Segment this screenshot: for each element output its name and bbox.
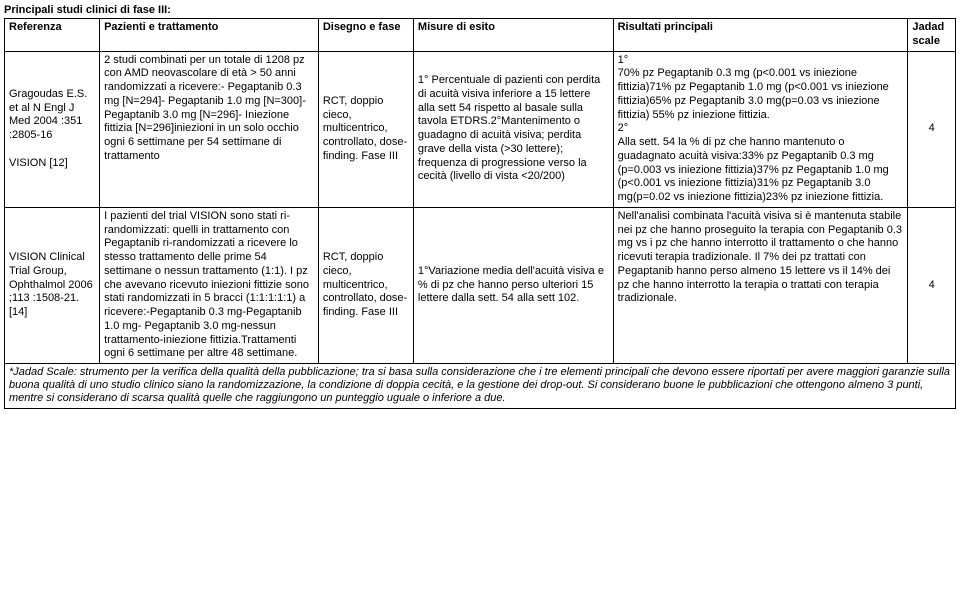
table-header-row: Referenza Pazienti e trattamento Disegno… bbox=[5, 19, 956, 52]
table-row: VISION Clinical Trial Group, Ophthalmol … bbox=[5, 207, 956, 363]
col-disegno: Disegno e fase bbox=[318, 19, 413, 52]
cell-jadad-1: 4 bbox=[908, 51, 956, 207]
col-jadad: Jadad scale bbox=[908, 19, 956, 52]
table-row: Gragoudas E.S. et al N Engl J Med 2004 :… bbox=[5, 51, 956, 207]
col-risultati: Risultati principali bbox=[613, 19, 908, 52]
table-footnote-row: *Jadad Scale: strumento per la verifica … bbox=[5, 364, 956, 409]
cell-ref-2: VISION Clinical Trial Group, Ophthalmol … bbox=[5, 207, 100, 363]
col-referenza: Referenza bbox=[5, 19, 100, 52]
cell-misure-1: 1° Percentuale di pazienti con perdita d… bbox=[413, 51, 613, 207]
clinical-studies-table: Referenza Pazienti e trattamento Disegno… bbox=[4, 18, 956, 409]
cell-jadad-2: 4 bbox=[908, 207, 956, 363]
cell-risultati-2: Nell'analisi combinata l'acuità visiva s… bbox=[613, 207, 908, 363]
cell-ref-1: Gragoudas E.S. et al N Engl J Med 2004 :… bbox=[5, 51, 100, 207]
page-title: Principali studi clinici di fase III: bbox=[4, 4, 956, 16]
cell-disegno-2: RCT, doppio cieco, multicentrico, contro… bbox=[318, 207, 413, 363]
cell-risultati-1: 1° 70% pz Pegaptanib 0.3 mg (p<0.001 vs … bbox=[613, 51, 908, 207]
cell-pazienti-1: 2 studi combinati per un totale di 1208 … bbox=[100, 51, 319, 207]
col-misure: Misure di esito bbox=[413, 19, 613, 52]
cell-misure-2: 1°Variazione media dell'acuità visiva e … bbox=[413, 207, 613, 363]
footnote-cell: *Jadad Scale: strumento per la verifica … bbox=[5, 364, 956, 409]
col-pazienti: Pazienti e trattamento bbox=[100, 19, 319, 52]
cell-disegno-1: RCT, doppio cieco, multicentrico, contro… bbox=[318, 51, 413, 207]
cell-pazienti-2: I pazienti del trial VISION sono stati r… bbox=[100, 207, 319, 363]
